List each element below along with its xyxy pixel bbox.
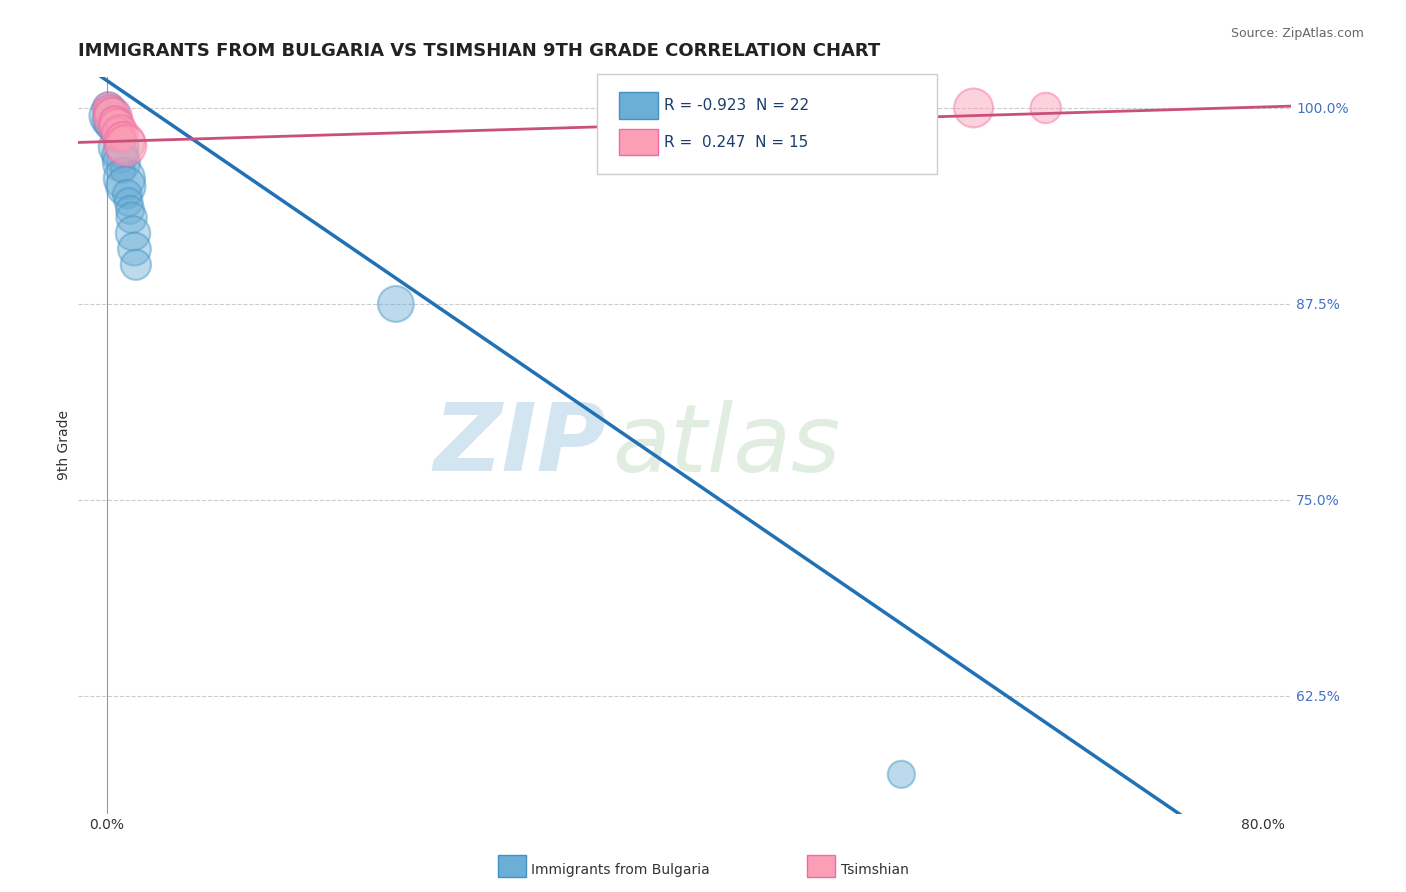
Y-axis label: 9th Grade: 9th Grade <box>58 410 72 480</box>
Point <box>107 123 129 137</box>
Point <box>962 101 984 115</box>
Text: R =  0.247  N = 15: R = 0.247 N = 15 <box>664 135 808 150</box>
Point <box>1035 101 1057 115</box>
Point <box>385 297 408 311</box>
Point <box>110 156 132 170</box>
Point <box>112 136 135 150</box>
Point <box>890 767 912 781</box>
Text: Tsimshian: Tsimshian <box>841 863 908 877</box>
Point <box>97 101 120 115</box>
Point <box>118 194 141 209</box>
Text: Source: ZipAtlas.com: Source: ZipAtlas.com <box>1230 27 1364 40</box>
Point <box>114 138 136 153</box>
Text: R = -0.923  N = 22: R = -0.923 N = 22 <box>664 98 810 112</box>
Point <box>104 117 127 131</box>
Point <box>125 258 148 272</box>
Point <box>121 211 143 225</box>
Point <box>100 107 122 121</box>
Point <box>111 163 134 178</box>
Point <box>98 109 121 123</box>
Point <box>112 171 135 186</box>
Point <box>108 126 131 140</box>
FancyBboxPatch shape <box>619 129 658 155</box>
Point <box>111 132 134 146</box>
Text: ZIP: ZIP <box>433 399 606 491</box>
Point <box>105 132 128 146</box>
Point <box>101 111 124 125</box>
Point <box>103 124 125 138</box>
Point <box>115 187 138 202</box>
Text: atlas: atlas <box>612 400 841 491</box>
Point <box>124 242 146 256</box>
Point <box>108 148 131 162</box>
Text: IMMIGRANTS FROM BULGARIA VS TSIMSHIAN 9TH GRADE CORRELATION CHART: IMMIGRANTS FROM BULGARIA VS TSIMSHIAN 9T… <box>79 42 880 60</box>
Point <box>98 104 121 119</box>
Point <box>114 179 136 194</box>
Point <box>120 202 142 217</box>
Point <box>97 101 120 115</box>
Point <box>103 113 125 128</box>
Point <box>101 117 124 131</box>
Point <box>100 113 122 128</box>
Point <box>110 129 132 144</box>
Text: Immigrants from Bulgaria: Immigrants from Bulgaria <box>531 863 710 877</box>
Point <box>104 129 127 144</box>
FancyBboxPatch shape <box>598 74 936 174</box>
FancyBboxPatch shape <box>619 92 658 119</box>
Point <box>105 120 128 134</box>
Point <box>107 140 129 154</box>
Point <box>122 227 145 241</box>
